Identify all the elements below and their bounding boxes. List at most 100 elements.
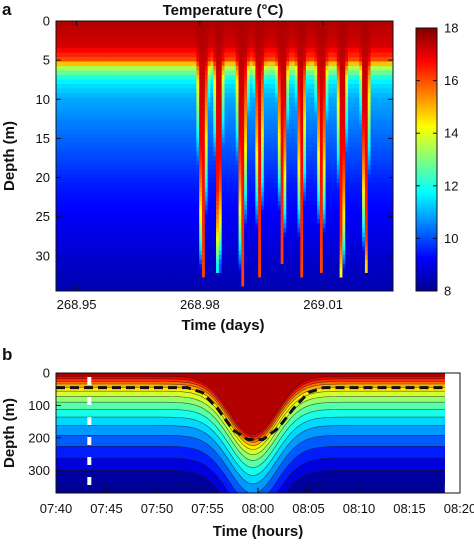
heatmap-cell [199, 187, 203, 193]
heatmap-cell [75, 124, 80, 130]
heatmap-cell [216, 106, 220, 112]
heatmap-cell [235, 273, 240, 279]
heatmap-cell [241, 138, 245, 144]
heatmap-cell [190, 282, 195, 288]
heatmap-cell [67, 57, 71, 63]
heatmap-cell [70, 30, 74, 36]
heatmap-cell [269, 147, 273, 153]
heatmap-cell [187, 205, 192, 211]
heatmap-cell [148, 133, 153, 139]
heatmap-cell [286, 165, 290, 171]
heatmap-cell [131, 219, 136, 225]
heatmap-cell [244, 48, 248, 54]
heatmap-cell [151, 250, 155, 256]
heatmap-cell [269, 79, 273, 85]
heatmap-cell [92, 75, 96, 81]
heatmap-cell [179, 246, 183, 252]
heatmap-cell [263, 25, 268, 31]
heatmap-cell [86, 97, 91, 103]
heatmap-cell [232, 201, 237, 207]
heatmap-cell [67, 169, 71, 175]
heatmap-cell [224, 219, 228, 225]
heatmap-cell [165, 232, 169, 238]
heatmap-cell [238, 43, 242, 49]
heatmap-cell [280, 187, 285, 193]
heatmap-cell [289, 66, 293, 72]
heatmap-cell [187, 93, 192, 99]
heatmap-cell [227, 57, 231, 63]
heatmap-cell [78, 52, 82, 58]
heatmap-cell [151, 106, 155, 112]
heatmap-cell [112, 133, 116, 139]
heatmap-cell [230, 232, 234, 238]
heatmap-cell [277, 120, 282, 126]
heatmap-cell [78, 259, 82, 265]
heatmap-cell [283, 106, 287, 112]
heatmap-cell [131, 156, 136, 162]
heatmap-cell [289, 43, 293, 49]
heatmap-cell [145, 115, 150, 121]
heatmap-cell [204, 70, 209, 76]
heatmap-cell [199, 102, 203, 108]
heatmap-cell [269, 156, 273, 162]
heatmap-cell [98, 25, 102, 31]
heatmap-cell [78, 255, 82, 261]
heatmap-cell [218, 223, 223, 229]
heatmap-cell [117, 84, 122, 90]
heatmap-cell [81, 93, 85, 99]
heatmap-cell [126, 174, 130, 180]
heatmap-cell [266, 48, 271, 54]
heatmap-cell [173, 102, 178, 108]
heatmap-cell [227, 223, 231, 229]
heatmap-cell [81, 84, 85, 90]
heatmap-cell [179, 43, 183, 49]
heatmap-cell [84, 268, 88, 274]
heatmap-cell [56, 30, 60, 36]
heatmap-cell [238, 174, 242, 180]
heatmap-cell [151, 61, 155, 67]
heatmap-cell [114, 228, 119, 234]
heatmap-cell [221, 196, 226, 202]
heatmap-cell [154, 237, 158, 243]
heatmap-cell [162, 232, 167, 238]
heatmap-cell [179, 111, 183, 117]
heatmap-cell [252, 79, 256, 85]
heatmap-cell [64, 169, 68, 175]
heatmap-cell [145, 282, 150, 288]
heatmap-cell [266, 246, 271, 252]
heatmap-cell [106, 70, 110, 76]
heatmap-cell [123, 34, 127, 40]
heatmap-cell [176, 282, 181, 288]
heatmap-cell [182, 156, 186, 162]
heatmap-cell [92, 142, 96, 148]
heatmap-cell [75, 183, 80, 189]
heatmap-cell [134, 196, 139, 202]
heatmap-cell [95, 255, 99, 261]
heatmap-cell [280, 156, 285, 162]
heatmap-cell [120, 138, 124, 144]
heatmap-cell [255, 111, 259, 117]
heatmap-cell [86, 147, 91, 153]
heatmap-cell [232, 34, 237, 40]
heatmap-cell [255, 223, 259, 229]
heatmap-cell [106, 106, 110, 112]
heatmap-cell [123, 273, 127, 279]
heatmap-cell [269, 88, 273, 94]
heatmap-cell [148, 156, 153, 162]
heatmap-cell [120, 192, 124, 198]
heatmap-cell [95, 43, 99, 49]
heatmap-cell [244, 160, 248, 166]
heatmap-cell [61, 79, 66, 85]
heatmap-cell [123, 214, 127, 220]
heatmap-cell [78, 48, 82, 54]
heatmap-cell [266, 88, 271, 94]
heatmap-cell [280, 79, 285, 85]
heatmap-cell [106, 165, 110, 171]
heatmap-cell [246, 183, 251, 189]
heatmap-cell [227, 205, 231, 211]
heatmap-cell [100, 79, 105, 85]
heatmap-cell [58, 156, 63, 162]
heatmap-cell [84, 228, 88, 234]
heatmap-cell [210, 174, 214, 180]
heatmap-cell [224, 133, 228, 139]
